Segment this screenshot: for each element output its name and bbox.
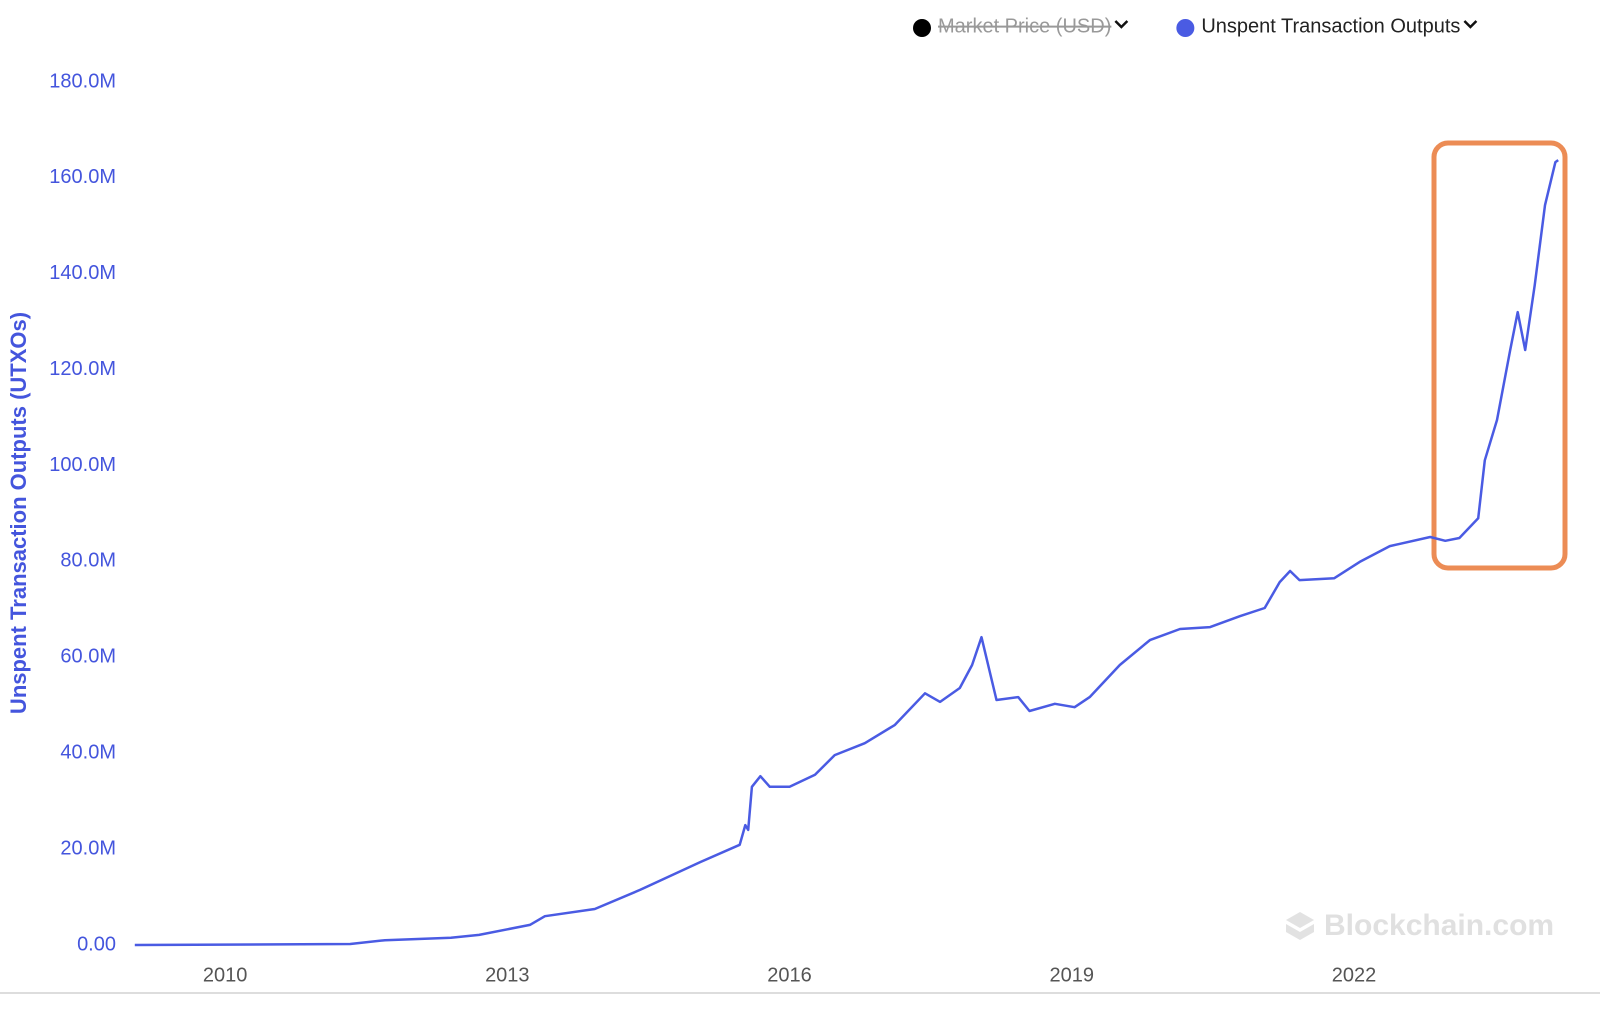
legend-chevron (1114, 20, 1129, 29)
y-tick-label: 120.0M (49, 358, 116, 380)
y-tick-label: 160.0M (49, 166, 116, 188)
data-line (134, 159, 1559, 947)
x-tick-label: 2019 (1050, 964, 1095, 986)
legend-label: Market Price (USD) (938, 15, 1111, 37)
legend-chevron (1463, 20, 1478, 29)
legend-marker (913, 19, 931, 37)
y-axis-title: Unspent Transaction Outputs (UTXOs) (6, 312, 31, 714)
y-tick-label: 140.0M (49, 262, 116, 284)
y-tick-label: 60.0M (60, 646, 116, 668)
watermark: Blockchain.com (1286, 909, 1554, 942)
legend-marker (1176, 19, 1195, 37)
y-tick-label: 100.0M (49, 454, 116, 476)
y-tick-label: 180.0M (49, 70, 116, 92)
x-tick-label: 2016 (767, 964, 812, 986)
watermark-text: Blockchain.com (1324, 909, 1554, 942)
legend-label: Unspent Transaction Outputs (1201, 15, 1460, 37)
watermark-logo (1286, 912, 1314, 940)
y-tick-label: 80.0M (60, 550, 116, 572)
y-tick-label: 20.0M (60, 837, 116, 859)
x-tick-label: 2010 (203, 964, 248, 986)
highlight-box (1431, 140, 1568, 571)
x-tick-label: 2022 (1332, 964, 1377, 986)
y-tick-label: 40.0M (60, 742, 116, 764)
y-tick-label: 0.00 (77, 933, 116, 955)
x-tick-label: 2013 (485, 964, 530, 986)
legend-item[interactable]: Market Price (USD) (913, 15, 1129, 37)
legend-item[interactable]: Unspent Transaction Outputs (1176, 15, 1478, 37)
